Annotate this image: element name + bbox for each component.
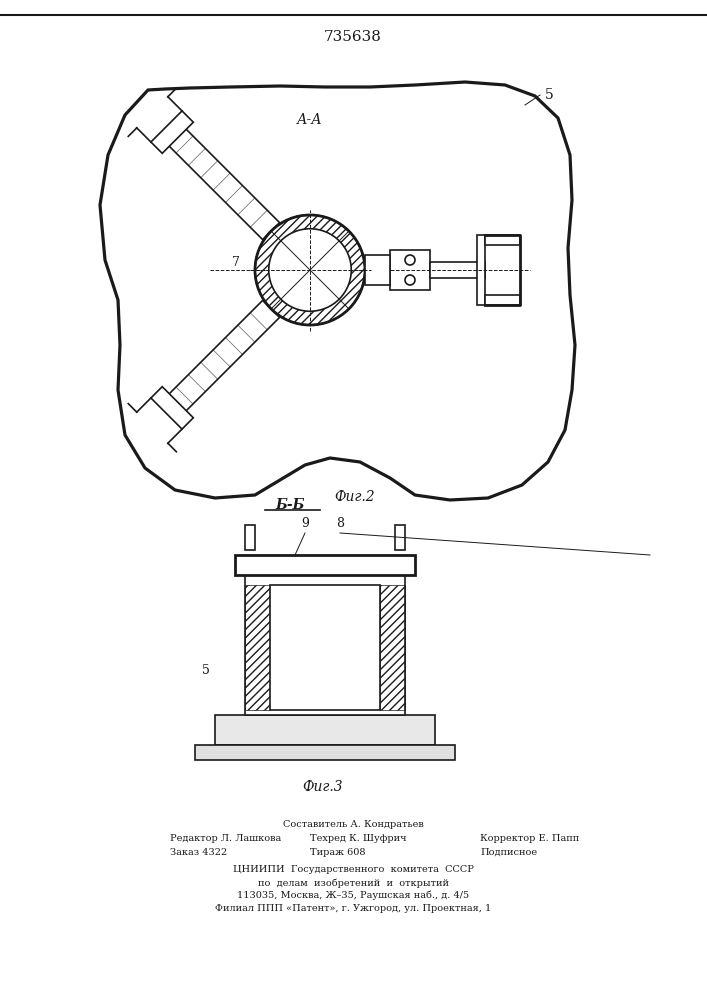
- Bar: [380, 585, 405, 710]
- Bar: [195, 745, 455, 760]
- Bar: [215, 715, 435, 745]
- Text: Техред К. Шуфрич: Техред К. Шуфрич: [310, 834, 407, 843]
- Bar: [235, 555, 415, 575]
- Text: Корректор Е. Папп: Корректор Е. Папп: [480, 834, 579, 843]
- Text: 5: 5: [545, 88, 554, 102]
- Circle shape: [269, 229, 351, 311]
- Text: Составитель А. Кондратьев: Составитель А. Кондратьев: [283, 820, 423, 829]
- Circle shape: [405, 275, 415, 285]
- Bar: [430, 262, 485, 278]
- Bar: [270, 585, 380, 620]
- Bar: [395, 525, 405, 550]
- Text: Фиг.3: Фиг.3: [303, 780, 344, 794]
- Text: 8: 8: [336, 517, 344, 530]
- Bar: [270, 585, 380, 710]
- Text: ЦНИИПИ  Государственного  комитета  СССР: ЦНИИПИ Государственного комитета СССР: [233, 865, 474, 874]
- Text: Б-Б: Б-Б: [275, 498, 305, 512]
- Text: 735638: 735638: [324, 30, 382, 44]
- Bar: [485, 295, 520, 305]
- Text: 5: 5: [202, 664, 210, 676]
- Text: Подписное: Подписное: [480, 848, 537, 857]
- Polygon shape: [151, 387, 193, 429]
- Bar: [245, 525, 255, 550]
- Text: Заказ 4322: Заказ 4322: [170, 848, 227, 857]
- Text: 9: 9: [301, 517, 309, 530]
- Bar: [390, 250, 430, 290]
- Text: А-А: А-А: [297, 113, 323, 127]
- Circle shape: [405, 255, 415, 265]
- Bar: [245, 570, 405, 715]
- Bar: [485, 235, 520, 245]
- Text: Тираж 608: Тираж 608: [310, 848, 366, 857]
- Polygon shape: [151, 111, 193, 153]
- Text: по  делам  изобретений  и  открытий: по делам изобретений и открытий: [257, 878, 448, 888]
- Bar: [245, 585, 270, 710]
- Bar: [365, 255, 390, 285]
- Bar: [477, 235, 485, 305]
- Text: Фиг.2: Фиг.2: [334, 490, 375, 504]
- Text: Филиал ППП «Патент», г. Ужгород, ул. Проектная, 1: Филиал ППП «Патент», г. Ужгород, ул. Про…: [215, 904, 491, 913]
- Text: 113035, Москва, Ж–35, Раушская наб., д. 4/5: 113035, Москва, Ж–35, Раушская наб., д. …: [237, 891, 469, 900]
- Text: 7: 7: [232, 255, 240, 268]
- Text: Редактор Л. Лашкова: Редактор Л. Лашкова: [170, 834, 281, 843]
